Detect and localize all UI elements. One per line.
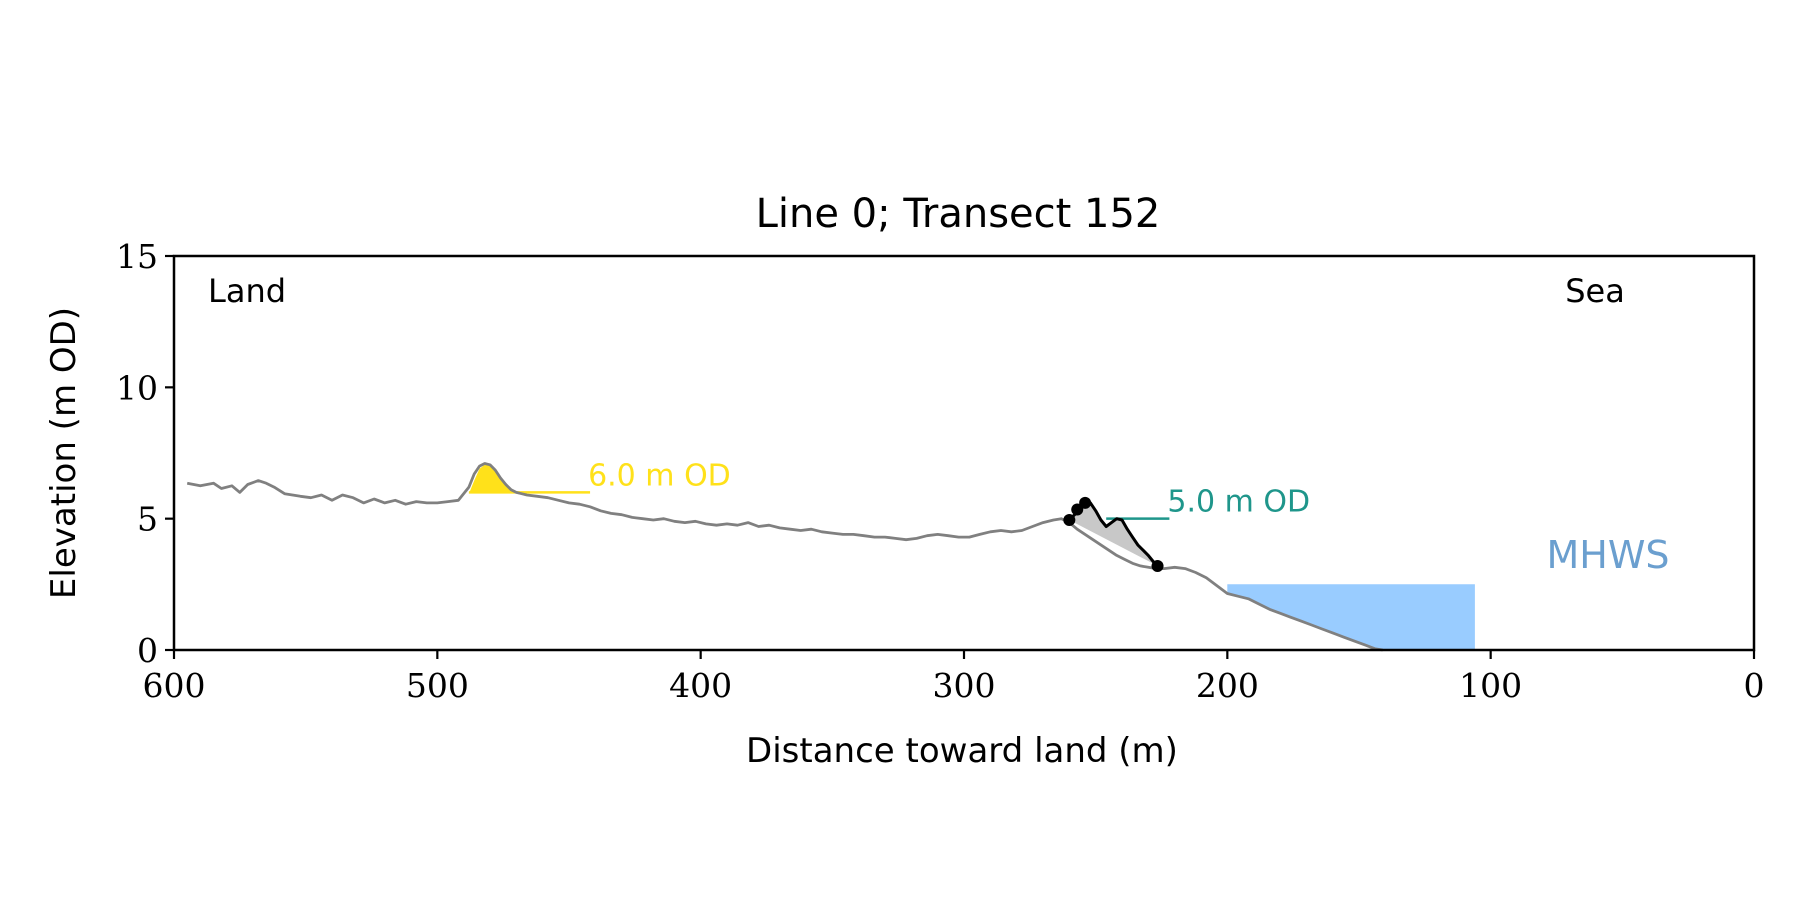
cliff-area xyxy=(1069,502,1158,566)
plot-area: 6.0 m OD 5.0 m OD MHWS xyxy=(186,458,1670,652)
chart-title: Line 0; Transect 152 xyxy=(756,191,1161,237)
y-tick-label: 15 xyxy=(116,237,158,276)
x-axis-label: Distance toward land (m) xyxy=(746,731,1178,771)
cliff-marker xyxy=(1063,513,1076,526)
x-tick-label: 200 xyxy=(1196,666,1259,705)
x-tick-label: 300 xyxy=(933,666,996,705)
cliff-marker xyxy=(1071,503,1084,516)
x-tick-label: 100 xyxy=(1459,666,1522,705)
x-tick-label: 0 xyxy=(1744,666,1765,705)
profile-line xyxy=(186,462,1383,652)
x-tick-label: 400 xyxy=(669,666,732,705)
mhws-area xyxy=(1227,584,1475,650)
y-tick-label: 5 xyxy=(137,500,158,539)
level-label: 5.0 m OD xyxy=(1167,485,1310,520)
mhws-label: MHWS xyxy=(1546,533,1669,577)
y-axis: 0 5 10 15 xyxy=(116,237,174,670)
level-label: 6.0 m OD xyxy=(588,458,731,493)
y-tick-label: 10 xyxy=(116,368,158,407)
x-tick-label: 600 xyxy=(143,666,206,705)
dune-area xyxy=(468,464,517,494)
y-axis-label: Elevation (m OD) xyxy=(44,307,84,599)
axes-frame xyxy=(172,254,1756,652)
x-tick-label: 500 xyxy=(406,666,469,705)
sea-label: Sea xyxy=(1565,272,1625,310)
land-label: Land xyxy=(208,272,286,310)
y-tick-label: 0 xyxy=(137,631,158,670)
x-axis: 600 500 400 300 200 100 0 xyxy=(143,650,1765,705)
cliff-marker xyxy=(1151,559,1164,572)
cliff-marker xyxy=(1079,496,1092,509)
